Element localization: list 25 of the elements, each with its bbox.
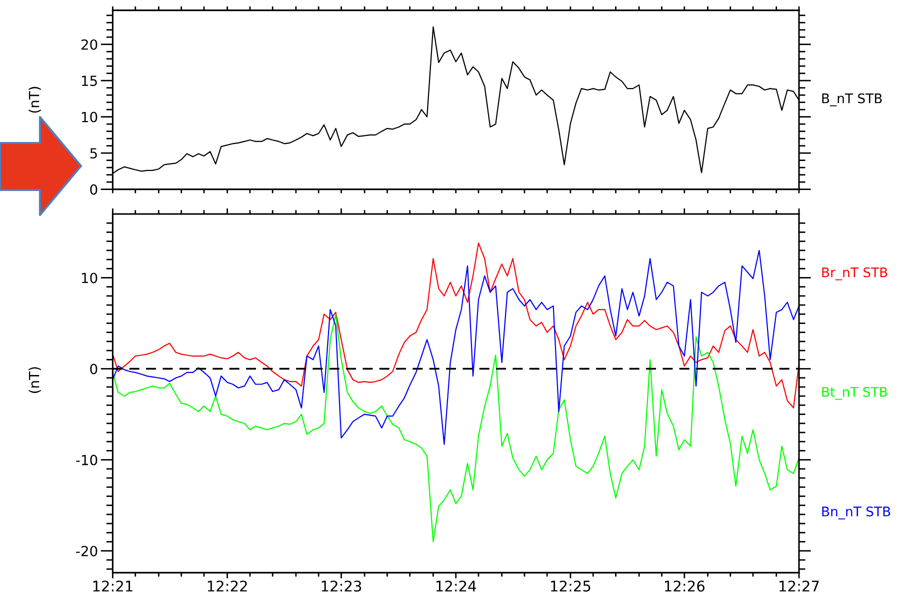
text: Bt_nT STB bbox=[822, 386, 887, 400]
y-tick-label: -20 bbox=[76, 546, 98, 556]
x-tick-label: 12:26 bbox=[664, 580, 704, 592]
y-axis-title: (nT) bbox=[28, 86, 41, 113]
x-tick-label: 12:23 bbox=[322, 580, 362, 592]
legend-label: B_nT STB bbox=[822, 93, 882, 106]
text: Bn_nT STB bbox=[822, 506, 890, 520]
text: Br_nT STB bbox=[822, 267, 888, 280]
line-series bbox=[112, 250, 799, 445]
y-tick-label: 10 bbox=[82, 112, 98, 122]
line-series bbox=[112, 314, 799, 542]
x-tick-label: 12:27 bbox=[780, 580, 819, 592]
y-tick-label: 0 bbox=[90, 364, 98, 374]
y-tick-label: 5 bbox=[90, 148, 97, 159]
y-tick-label: -10 bbox=[76, 454, 98, 466]
line-series bbox=[112, 242, 799, 408]
y-tick-label: 0 bbox=[90, 184, 98, 195]
y-axis-title: (nT) bbox=[28, 367, 41, 393]
y-tick-label: 15 bbox=[82, 76, 97, 86]
x-tick-label: 12:25 bbox=[551, 580, 590, 592]
x-tick-label: 12:24 bbox=[436, 580, 476, 592]
x-tick-label: 12:21 bbox=[93, 580, 132, 592]
y-tick-label: 10 bbox=[82, 272, 98, 284]
y-tick-label: 20 bbox=[81, 39, 98, 50]
x-tick-label: 12:22 bbox=[208, 580, 247, 592]
